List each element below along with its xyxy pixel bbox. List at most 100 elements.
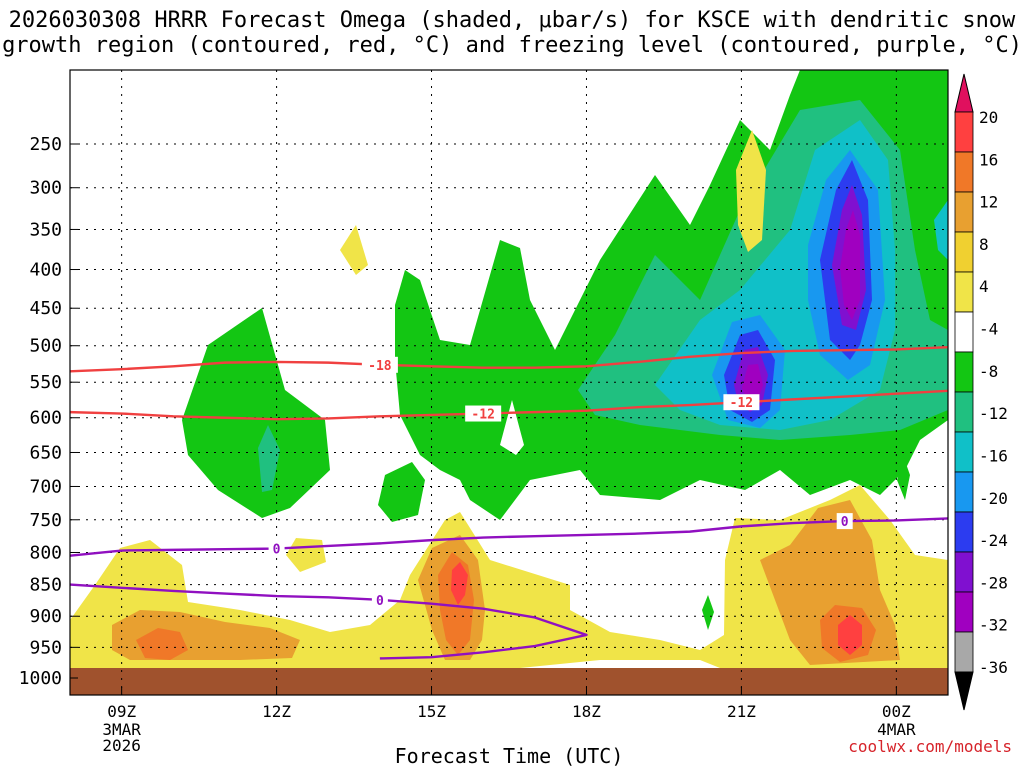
omega-region-minus28 bbox=[840, 210, 860, 320]
colorbar-band bbox=[954, 351, 974, 393]
contour-label-bg bbox=[371, 591, 388, 608]
y-tick-label: 750 bbox=[29, 510, 62, 531]
contour-label-bg bbox=[268, 540, 285, 557]
x-axis-label: Forecast Time (UTC) bbox=[394, 744, 624, 768]
contour-label-bg bbox=[361, 356, 398, 373]
colorbar: 20 16 12 8 4 -4 -8 -12 -16 -20 -24 -28 -32 -36 bbox=[954, 73, 1008, 711]
y-tick-label: 350 bbox=[29, 219, 62, 240]
colorbar-band bbox=[954, 591, 974, 633]
colorbar-label: -20 bbox=[979, 489, 1008, 508]
contour-label: 0 bbox=[273, 543, 281, 558]
dgz-minus-18-contour bbox=[69, 346, 949, 373]
omega-region-plus16 bbox=[451, 562, 468, 605]
omega-region-plus16 bbox=[838, 615, 862, 655]
contour-label: -12 bbox=[730, 396, 753, 411]
colorbar-band bbox=[954, 111, 974, 153]
colorbar-label: 8 bbox=[979, 235, 989, 254]
colorbar-label: -12 bbox=[979, 404, 1008, 423]
colorbar-band bbox=[954, 631, 974, 673]
y-tick-label: 950 bbox=[29, 637, 62, 658]
y-tick-label: 250 bbox=[29, 134, 62, 155]
freezing-level-0-contour bbox=[69, 517, 949, 557]
omega-shading bbox=[70, 70, 948, 668]
omega-region-minus4 bbox=[897, 458, 910, 500]
omega-region-plus4 bbox=[286, 538, 326, 572]
y-tick-label: 600 bbox=[29, 408, 62, 429]
x-tick-sublabel: 3MAR bbox=[102, 720, 141, 739]
y-tick-label: 850 bbox=[29, 575, 62, 596]
x-tick-label: 21Z bbox=[727, 702, 756, 721]
omega-region-neutral bbox=[500, 400, 524, 455]
omega-region-minus12 bbox=[934, 200, 948, 260]
x-tick-label: 12Z bbox=[262, 702, 291, 721]
omega-region-plus12 bbox=[136, 628, 188, 660]
freezing-level-0-lower-contour bbox=[69, 583, 588, 660]
colorbar-bottom-arrow bbox=[954, 671, 974, 711]
y-tick-label: 700 bbox=[29, 476, 62, 497]
y-axis-tick-labels: 250 300 350 400 450 500 550 600 650 700 750 800 850 9… bbox=[19, 134, 62, 689]
y-tick-label: 1000 bbox=[19, 668, 62, 689]
omega-region-plus4 bbox=[340, 225, 368, 275]
omega-region-plus4 bbox=[736, 130, 766, 252]
omega-region-minus4 bbox=[378, 462, 425, 522]
y-tick-label: 450 bbox=[29, 298, 62, 319]
x-tick-sublabel: 2026 bbox=[102, 736, 141, 755]
omega-region-minus4 bbox=[182, 308, 330, 518]
contour-lines: -18 -12 -12 0 0 0 bbox=[69, 346, 949, 660]
colorbar-band bbox=[954, 151, 974, 193]
contour-label: -12 bbox=[471, 408, 494, 423]
omega-region-minus4 bbox=[702, 595, 714, 630]
y-gridlines bbox=[70, 143, 948, 679]
colorbar-label: -36 bbox=[979, 658, 1008, 677]
y-tick-label: 400 bbox=[29, 260, 62, 281]
colorbar-label: -8 bbox=[979, 362, 998, 381]
y-tick-label: 300 bbox=[29, 178, 62, 199]
colorbar-label: -16 bbox=[979, 446, 1008, 465]
omega-region-minus8 bbox=[258, 425, 280, 492]
colorbar-label: 16 bbox=[979, 150, 998, 169]
chart-title: 2026030308 HRRR Forecast Omega (shaded, … bbox=[2, 8, 1022, 58]
contour-label-bg bbox=[723, 394, 760, 411]
colorbar-band bbox=[954, 471, 974, 513]
x-tick-label: 09Z bbox=[107, 702, 136, 721]
contour-label: 0 bbox=[841, 515, 849, 530]
colorbar-band bbox=[954, 551, 974, 593]
colorbar-label: 4 bbox=[979, 277, 989, 296]
dgz-minus-12-contour bbox=[69, 389, 949, 421]
contour-label-bg bbox=[836, 513, 853, 530]
colorbar-band bbox=[954, 391, 974, 433]
colorbar-band bbox=[954, 271, 974, 313]
ground-layer bbox=[70, 668, 948, 695]
x-tick-sublabel: 4MAR bbox=[877, 720, 916, 739]
y-tick-label: 650 bbox=[29, 442, 62, 463]
x-tick-label: 00Z bbox=[882, 702, 911, 721]
y-tick-label: 900 bbox=[29, 606, 62, 627]
colorbar-band bbox=[954, 431, 974, 473]
colorbar-band bbox=[954, 191, 974, 233]
colorbar-band bbox=[954, 511, 974, 553]
omega-region-minus28 bbox=[742, 364, 763, 402]
x-tick-label: 15Z bbox=[417, 702, 446, 721]
contour-label-bg bbox=[465, 405, 502, 422]
y-tick-label: 550 bbox=[29, 372, 62, 393]
contour-label: 0 bbox=[376, 594, 384, 609]
colorbar-label: 12 bbox=[979, 193, 998, 212]
colorbar-label: 20 bbox=[979, 108, 998, 127]
y-tick-label: 500 bbox=[29, 336, 62, 357]
colorbar-top-arrow bbox=[954, 73, 974, 113]
source-credit: coolwx.com/models bbox=[848, 737, 1012, 756]
colorbar-label: -32 bbox=[979, 616, 1008, 635]
colorbar-label: -24 bbox=[979, 531, 1008, 550]
omega-region-plus4 bbox=[70, 485, 948, 668]
colorbar-label: -4 bbox=[979, 320, 998, 339]
y-tick-label: 800 bbox=[29, 542, 62, 563]
contour-label: -18 bbox=[368, 359, 392, 374]
colorbar-label: -28 bbox=[979, 573, 1008, 592]
x-gridlines bbox=[121, 70, 897, 695]
colorbar-band bbox=[954, 231, 974, 273]
x-tick-label: 18Z bbox=[572, 702, 601, 721]
plot-frame bbox=[69, 69, 949, 696]
colorbar-band bbox=[954, 311, 974, 353]
